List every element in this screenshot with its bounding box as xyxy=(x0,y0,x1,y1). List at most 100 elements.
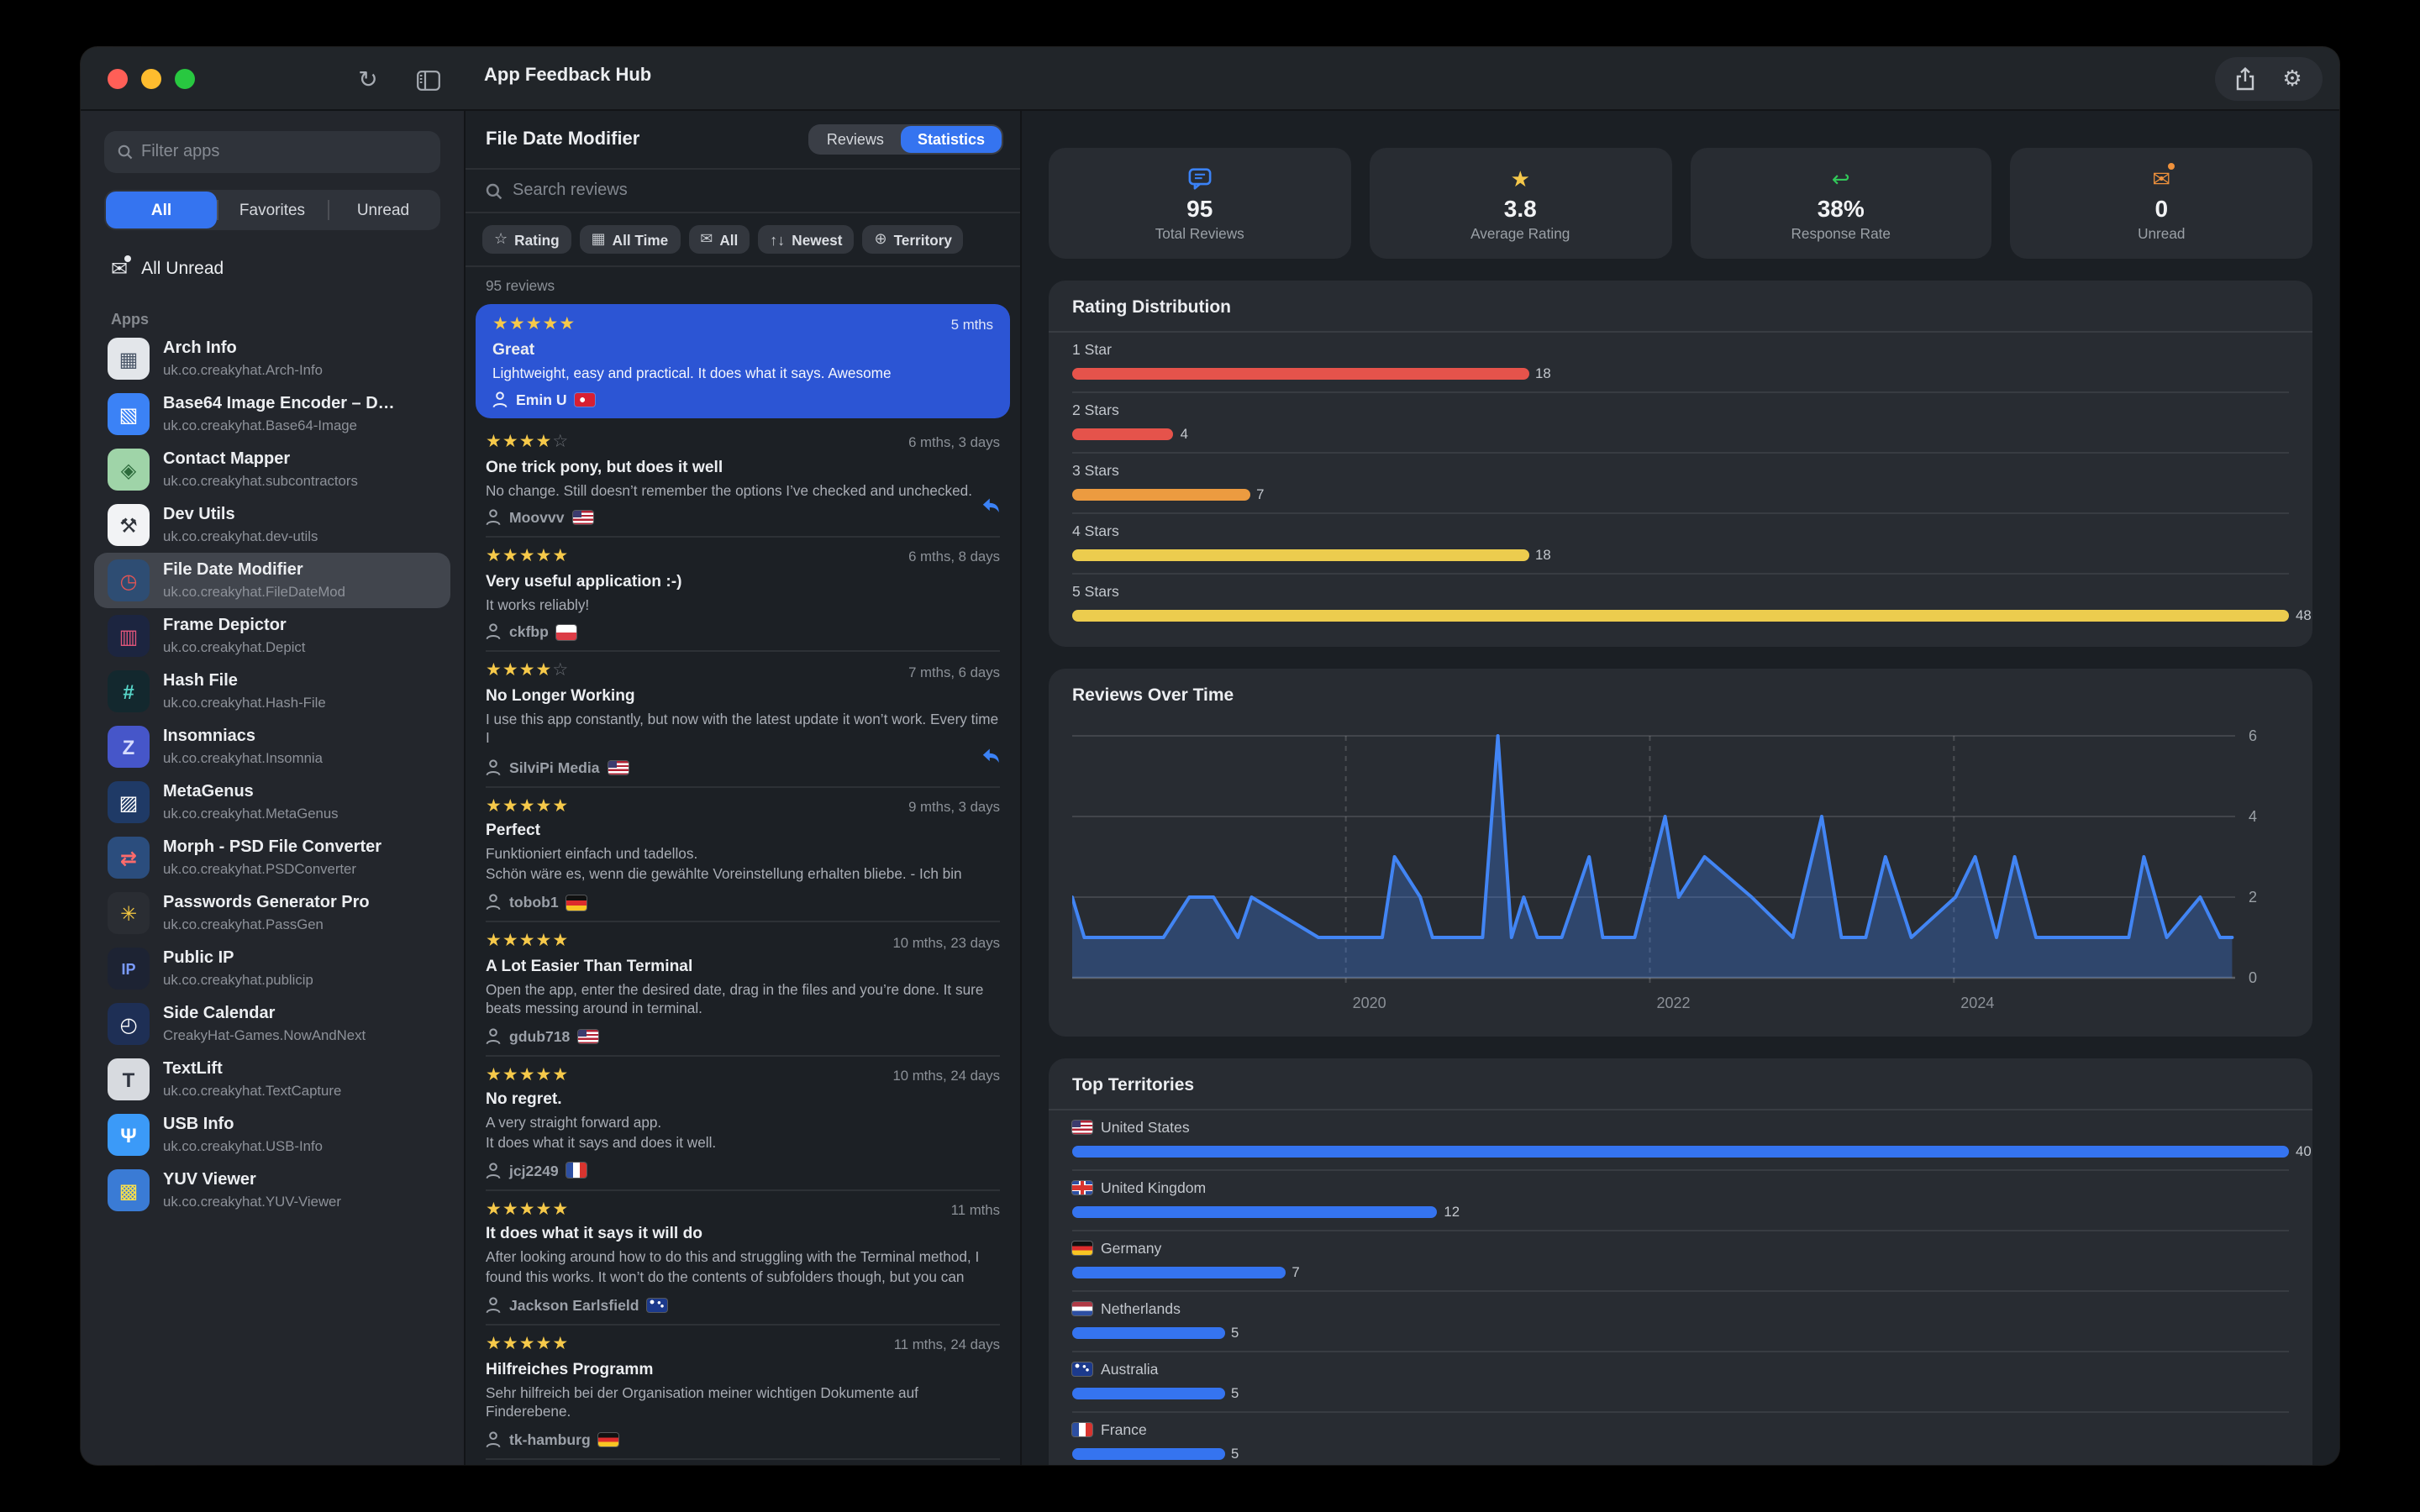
country-flag xyxy=(572,510,593,525)
segment-all[interactable]: All xyxy=(106,192,217,228)
minimize-button[interactable] xyxy=(141,69,161,89)
country-flag xyxy=(1072,1422,1092,1437)
review-title: Perfect xyxy=(486,822,541,841)
segment-favorites[interactable]: Favorites xyxy=(217,192,328,228)
total-reviews-value: 95 xyxy=(1186,194,1213,221)
sidebar-item-contact-mapper[interactable]: ◈ Contact Mapper uk.co.creakyhat.subcontra… xyxy=(94,442,450,497)
filter-rating[interactable]: ☆ Rating xyxy=(482,225,571,254)
review-item[interactable]: ★★★★★ 9 mths, 3 days Perfect Funktioniert… xyxy=(466,785,1020,921)
sidebar-item-frame-depictor[interactable]: ▥ Frame Depictor uk.co.creakyhat.Depict xyxy=(94,608,450,664)
speech-bubble-icon xyxy=(1188,165,1212,191)
rating-distribution-title: Rating Distribution xyxy=(1072,297,1231,318)
sidebar-item-arch-info[interactable]: ▦ Arch Info uk.co.creakyhat.Arch-Info xyxy=(94,331,450,386)
rating-bar-row: 5 Stars 48 xyxy=(1072,575,2312,633)
unread-label: Unread xyxy=(2138,224,2186,241)
app-bundle-id: uk.co.creakyhat.publicip xyxy=(163,970,313,987)
zoom-button[interactable] xyxy=(175,69,195,89)
filter-sort[interactable]: ↑↓ Newest xyxy=(758,225,855,254)
search-reviews-input[interactable]: Search reviews xyxy=(466,168,1020,213)
sidebar-item-morph[interactable]: ⇄ Morph - PSD File Converter uk.co.creakyh… xyxy=(94,830,450,885)
review-item[interactable]: ★★★★☆ 7 mths, 6 days No Longer Working I … xyxy=(466,650,1020,786)
review-author: ckfbp xyxy=(509,623,549,641)
app-icon: ✳ xyxy=(108,892,150,934)
top-territories-title: Top Territories xyxy=(1072,1075,1195,1095)
all-unread-item[interactable]: ✉ All Unread xyxy=(94,250,450,287)
review-item[interactable]: ★★★★☆ 6 mths, 3 days One trick pony, but … xyxy=(466,422,1020,536)
app-name: Base64 Image Encoder – D… xyxy=(163,395,395,413)
filter-label: All Time xyxy=(612,231,669,248)
app-icon: ◷ xyxy=(108,559,150,601)
app-icon: T xyxy=(108,1058,150,1100)
sidebar-item-side-calendar[interactable]: ◴ Side Calendar CreakyHat-Games.NowAndNext xyxy=(94,996,450,1052)
sidebar-item-textlift[interactable]: T TextLift uk.co.creakyhat.TextCapture xyxy=(94,1052,450,1107)
app-bundle-id: uk.co.creakyhat.PassGen xyxy=(163,915,324,932)
territory-name: Australia xyxy=(1101,1361,1159,1378)
territory-value: 12 xyxy=(1444,1203,1460,1220)
titlebar-actions: ⚙ xyxy=(2215,57,2323,101)
tab-reviews[interactable]: Reviews xyxy=(826,131,884,148)
review-age: 6 mths, 8 days xyxy=(908,548,1000,565)
filter-territory[interactable]: ⊕ Territory xyxy=(862,225,964,254)
view-tabs: Reviews Statistics xyxy=(808,124,1003,155)
close-button[interactable] xyxy=(108,69,128,89)
filter-apps-input[interactable]: Filter apps xyxy=(104,131,440,173)
traffic-lights xyxy=(108,69,195,89)
calendar-icon: ▦ xyxy=(591,230,606,247)
app-icon: ◈ xyxy=(108,449,150,491)
refresh-button[interactable]: ↻ xyxy=(346,62,390,97)
country-flag xyxy=(578,1029,599,1044)
territory-row: Australia 5 xyxy=(1072,1352,2289,1413)
sidebar-toggle-button[interactable] xyxy=(407,62,450,97)
unread-envelope-icon: ✉ xyxy=(111,255,132,281)
window-title: App Feedback Hub xyxy=(484,66,652,86)
territory-bar xyxy=(1072,1266,1286,1278)
app-bundle-id: uk.co.creakyhat.Depict xyxy=(163,638,306,654)
sidebar-item-base64[interactable]: ▧ Base64 Image Encoder – D… uk.co.creakyha… xyxy=(94,386,450,442)
review-title: A Lot Easier Than Terminal xyxy=(486,957,693,976)
app-window: ↻ App Feedback Hub ⚙ Filter apps All Fav… xyxy=(81,47,2339,1465)
app-icon: ▧ xyxy=(108,393,150,435)
segment-unread[interactable]: Unread xyxy=(328,192,439,228)
review-item[interactable]: ★★★★★ 10 mths, 24 days No regret. A very … xyxy=(466,1054,1020,1189)
review-age: 11 mths xyxy=(950,1200,1000,1218)
review-item[interactable]: ★★★★★ 10 mths, 23 days A Lot Easier Than … xyxy=(466,921,1020,1055)
review-title: It does what it says it will do xyxy=(486,1225,703,1244)
settings-button[interactable]: ⚙ xyxy=(2272,62,2312,96)
sidebar-item-public-ip[interactable]: IP Public IP uk.co.creakyhat.publicip xyxy=(94,941,450,996)
sidebar-item-yuv-viewer[interactable]: ▩ YUV Viewer uk.co.creakyhat.YUV-Viewer xyxy=(94,1163,450,1218)
unread-value: 0 xyxy=(2154,194,2169,221)
review-item[interactable]: ★★★★★ 11 mths It does what it says it wil… xyxy=(466,1189,1020,1324)
review-item[interactable]: ★☆☆☆☆1 yr, 1 mth Does not work xyxy=(466,1457,1020,1465)
share-button[interactable] xyxy=(2225,62,2265,96)
sidebar-item-metagenus[interactable]: ▨ MetaGenus uk.co.creakyhat.MetaGenus xyxy=(94,774,450,830)
envelope-badge-icon: ✉ xyxy=(2152,162,2175,191)
app-name: Side Calendar xyxy=(163,1005,276,1023)
filter-read-state[interactable]: ✉ All xyxy=(688,225,750,254)
rating-bar-label: 1 Star xyxy=(1072,341,1112,358)
rating-bar-label: 5 Stars xyxy=(1072,583,1119,600)
sidebar-item-file-date-modifier[interactable]: ◷ File Date Modifier uk.co.creakyhat.FileD… xyxy=(94,553,450,608)
review-item[interactable]: ★★★★★ 6 mths, 8 days Very useful applicat… xyxy=(466,536,1020,650)
tab-statistics[interactable]: Statistics xyxy=(900,126,1002,153)
review-count: 95 reviews xyxy=(486,277,555,294)
review-age: 9 mths, 3 days xyxy=(908,798,1000,816)
review-item[interactable]: ★★★★★ 5 mths Great Lightweight, easy and … xyxy=(476,304,1010,419)
filter-label: Rating xyxy=(514,231,560,248)
review-item[interactable]: ★★★★★ 11 mths, 24 days Hilfreiches Progra… xyxy=(466,1324,1020,1457)
sidebar-item-insomniacs[interactable]: Z Insomniacs uk.co.creakyhat.Insomnia xyxy=(94,719,450,774)
app-icon: ▩ xyxy=(108,1169,150,1211)
sidebar-item-usb-info[interactable]: Ψ USB Info uk.co.creakyhat.USB-Info xyxy=(94,1107,450,1163)
review-list: ★★★★★ 5 mths Great Lightweight, easy and … xyxy=(466,301,1020,1465)
sidebar-item-hash-file[interactable]: # Hash File uk.co.creakyhat.Hash-File xyxy=(94,664,450,719)
territory-value: 7 xyxy=(1292,1263,1300,1280)
sidebar-item-dev-utils[interactable]: ⚒ Dev Utils uk.co.creakyhat.dev-utils xyxy=(94,497,450,553)
app-icon: ◴ xyxy=(108,1003,150,1045)
rating-bar-label: 2 Stars xyxy=(1072,402,1119,418)
rating-bar-row: 1 Star 18 xyxy=(1072,333,2289,393)
sidebar-item-passwords-generator[interactable]: ✳ Passwords Generator Pro uk.co.creakyhat.… xyxy=(94,885,450,941)
refresh-icon: ↻ xyxy=(358,66,378,92)
filter-time[interactable]: ▦ All Time xyxy=(579,225,681,254)
app-bundle-id: uk.co.creakyhat.dev-utils xyxy=(163,527,318,543)
country-flag xyxy=(566,1163,587,1178)
territory-value: 5 xyxy=(1231,1445,1239,1462)
